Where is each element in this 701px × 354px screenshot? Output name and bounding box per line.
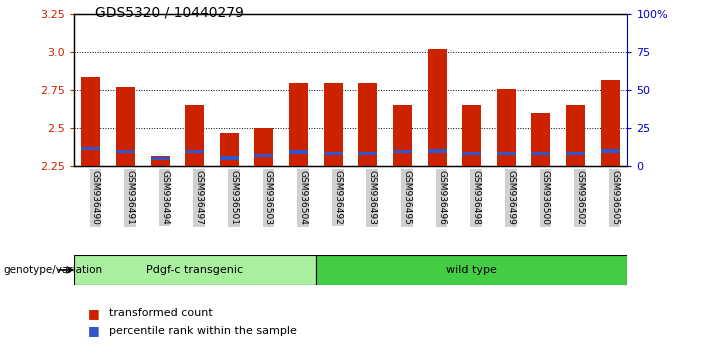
Bar (358, 152, 377, 155)
Text: GSM936505: GSM936505 (610, 170, 619, 225)
Text: GSM936497: GSM936497 (195, 170, 204, 225)
Bar (497, 152, 516, 155)
Bar (428, 49, 447, 166)
Bar (462, 152, 481, 155)
Bar (531, 152, 550, 155)
Bar (185, 105, 204, 166)
Bar (601, 80, 620, 166)
Bar (220, 133, 239, 166)
Text: GSM936494: GSM936494 (160, 170, 169, 225)
Bar (116, 87, 135, 166)
Bar (393, 150, 412, 153)
Text: wild type: wild type (447, 265, 497, 275)
Bar (185, 150, 204, 153)
Bar (254, 128, 273, 166)
Bar (358, 83, 377, 166)
Text: GSM936502: GSM936502 (576, 170, 585, 225)
Text: GSM936491: GSM936491 (125, 170, 135, 225)
Bar (220, 156, 239, 160)
Text: transformed count: transformed count (109, 308, 212, 318)
Text: GSM936492: GSM936492 (333, 170, 342, 225)
Bar (81, 147, 100, 150)
Text: GSM936501: GSM936501 (229, 170, 238, 225)
Text: GSM936495: GSM936495 (402, 170, 411, 225)
Bar (289, 150, 308, 154)
Bar (289, 83, 308, 166)
Bar (324, 83, 343, 166)
Bar (531, 113, 550, 166)
Text: ■: ■ (88, 325, 100, 337)
Bar (462, 105, 481, 166)
Bar (116, 150, 135, 153)
Text: ■: ■ (88, 307, 100, 320)
Bar (81, 76, 100, 166)
Bar (601, 149, 620, 153)
Text: GSM936493: GSM936493 (368, 170, 377, 225)
Text: GSM936503: GSM936503 (264, 170, 273, 225)
Text: genotype/variation: genotype/variation (4, 265, 102, 275)
Bar (254, 154, 273, 157)
Bar (497, 89, 516, 166)
Text: Pdgf-c transgenic: Pdgf-c transgenic (147, 265, 243, 275)
Bar (151, 156, 170, 166)
Bar (151, 157, 170, 160)
Bar (566, 105, 585, 166)
Bar (566, 152, 585, 155)
Text: percentile rank within the sample: percentile rank within the sample (109, 326, 297, 336)
Text: GSM936490: GSM936490 (91, 170, 100, 225)
Bar (428, 149, 447, 153)
Bar (393, 105, 412, 166)
Text: GSM936500: GSM936500 (541, 170, 550, 225)
Bar (324, 152, 343, 155)
Text: GSM936496: GSM936496 (437, 170, 446, 225)
Text: GDS5320 / 10440279: GDS5320 / 10440279 (95, 5, 243, 19)
Text: GSM936499: GSM936499 (506, 170, 515, 225)
Text: GSM936498: GSM936498 (472, 170, 481, 225)
FancyBboxPatch shape (74, 255, 316, 285)
FancyBboxPatch shape (316, 255, 627, 285)
Text: GSM936504: GSM936504 (299, 170, 308, 225)
